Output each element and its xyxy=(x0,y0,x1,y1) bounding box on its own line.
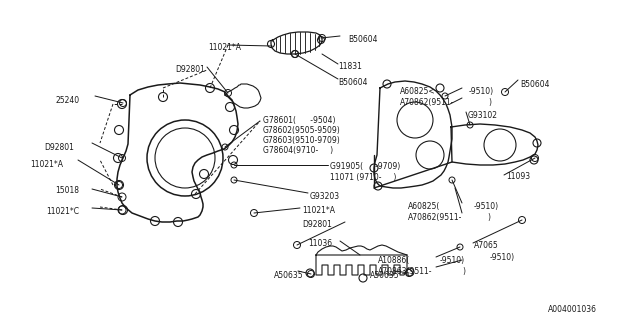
Text: -9510): -9510) xyxy=(490,253,515,262)
Text: 11071 (9710-     ): 11071 (9710- ) xyxy=(330,173,396,182)
Text: A60825(: A60825( xyxy=(408,202,440,211)
Text: 11021*C: 11021*C xyxy=(46,207,79,216)
Text: 25240: 25240 xyxy=(56,96,80,105)
Text: A70863(9511-: A70863(9511- xyxy=(378,267,433,276)
Text: 11021*A: 11021*A xyxy=(208,43,241,52)
Text: G78601(      -9504): G78601( -9504) xyxy=(263,116,335,125)
Text: A60825<: A60825< xyxy=(400,87,436,96)
Text: D92801: D92801 xyxy=(302,220,332,229)
Text: -9510): -9510) xyxy=(469,87,494,96)
Text: B50604: B50604 xyxy=(520,80,550,89)
Text: 11021*A: 11021*A xyxy=(302,206,335,215)
Text: G78603(9510-9709): G78603(9510-9709) xyxy=(263,136,340,145)
Text: ): ) xyxy=(488,98,491,107)
Text: A70862(9511-: A70862(9511- xyxy=(400,98,454,107)
Text: A7065: A7065 xyxy=(474,241,499,250)
Text: B50604: B50604 xyxy=(348,35,378,44)
Text: G78604(9710-     ): G78604(9710- ) xyxy=(263,146,333,155)
Text: G91905(     -9709): G91905( -9709) xyxy=(330,162,400,171)
Text: -9510): -9510) xyxy=(474,202,499,211)
Text: A50635: A50635 xyxy=(370,271,399,280)
Text: ): ) xyxy=(487,213,490,222)
Text: 11831: 11831 xyxy=(338,62,362,71)
Text: A70862(9511-: A70862(9511- xyxy=(408,213,462,222)
Text: ): ) xyxy=(462,267,465,276)
Text: -9510): -9510) xyxy=(440,256,465,265)
Text: D92801: D92801 xyxy=(44,143,74,152)
Text: 11021*A: 11021*A xyxy=(30,160,63,169)
Text: A50635: A50635 xyxy=(274,271,303,280)
Text: G93203: G93203 xyxy=(310,192,340,201)
Text: G93102: G93102 xyxy=(468,111,498,120)
Text: 15018: 15018 xyxy=(55,186,79,195)
Text: A004001036: A004001036 xyxy=(548,305,597,314)
Text: 11093: 11093 xyxy=(506,172,530,181)
Text: 11036: 11036 xyxy=(308,239,332,248)
Text: A10886(: A10886( xyxy=(378,256,410,265)
Text: D92801: D92801 xyxy=(175,65,205,74)
Text: B50604: B50604 xyxy=(338,78,367,87)
Text: G78602(9505-9509): G78602(9505-9509) xyxy=(263,126,340,135)
